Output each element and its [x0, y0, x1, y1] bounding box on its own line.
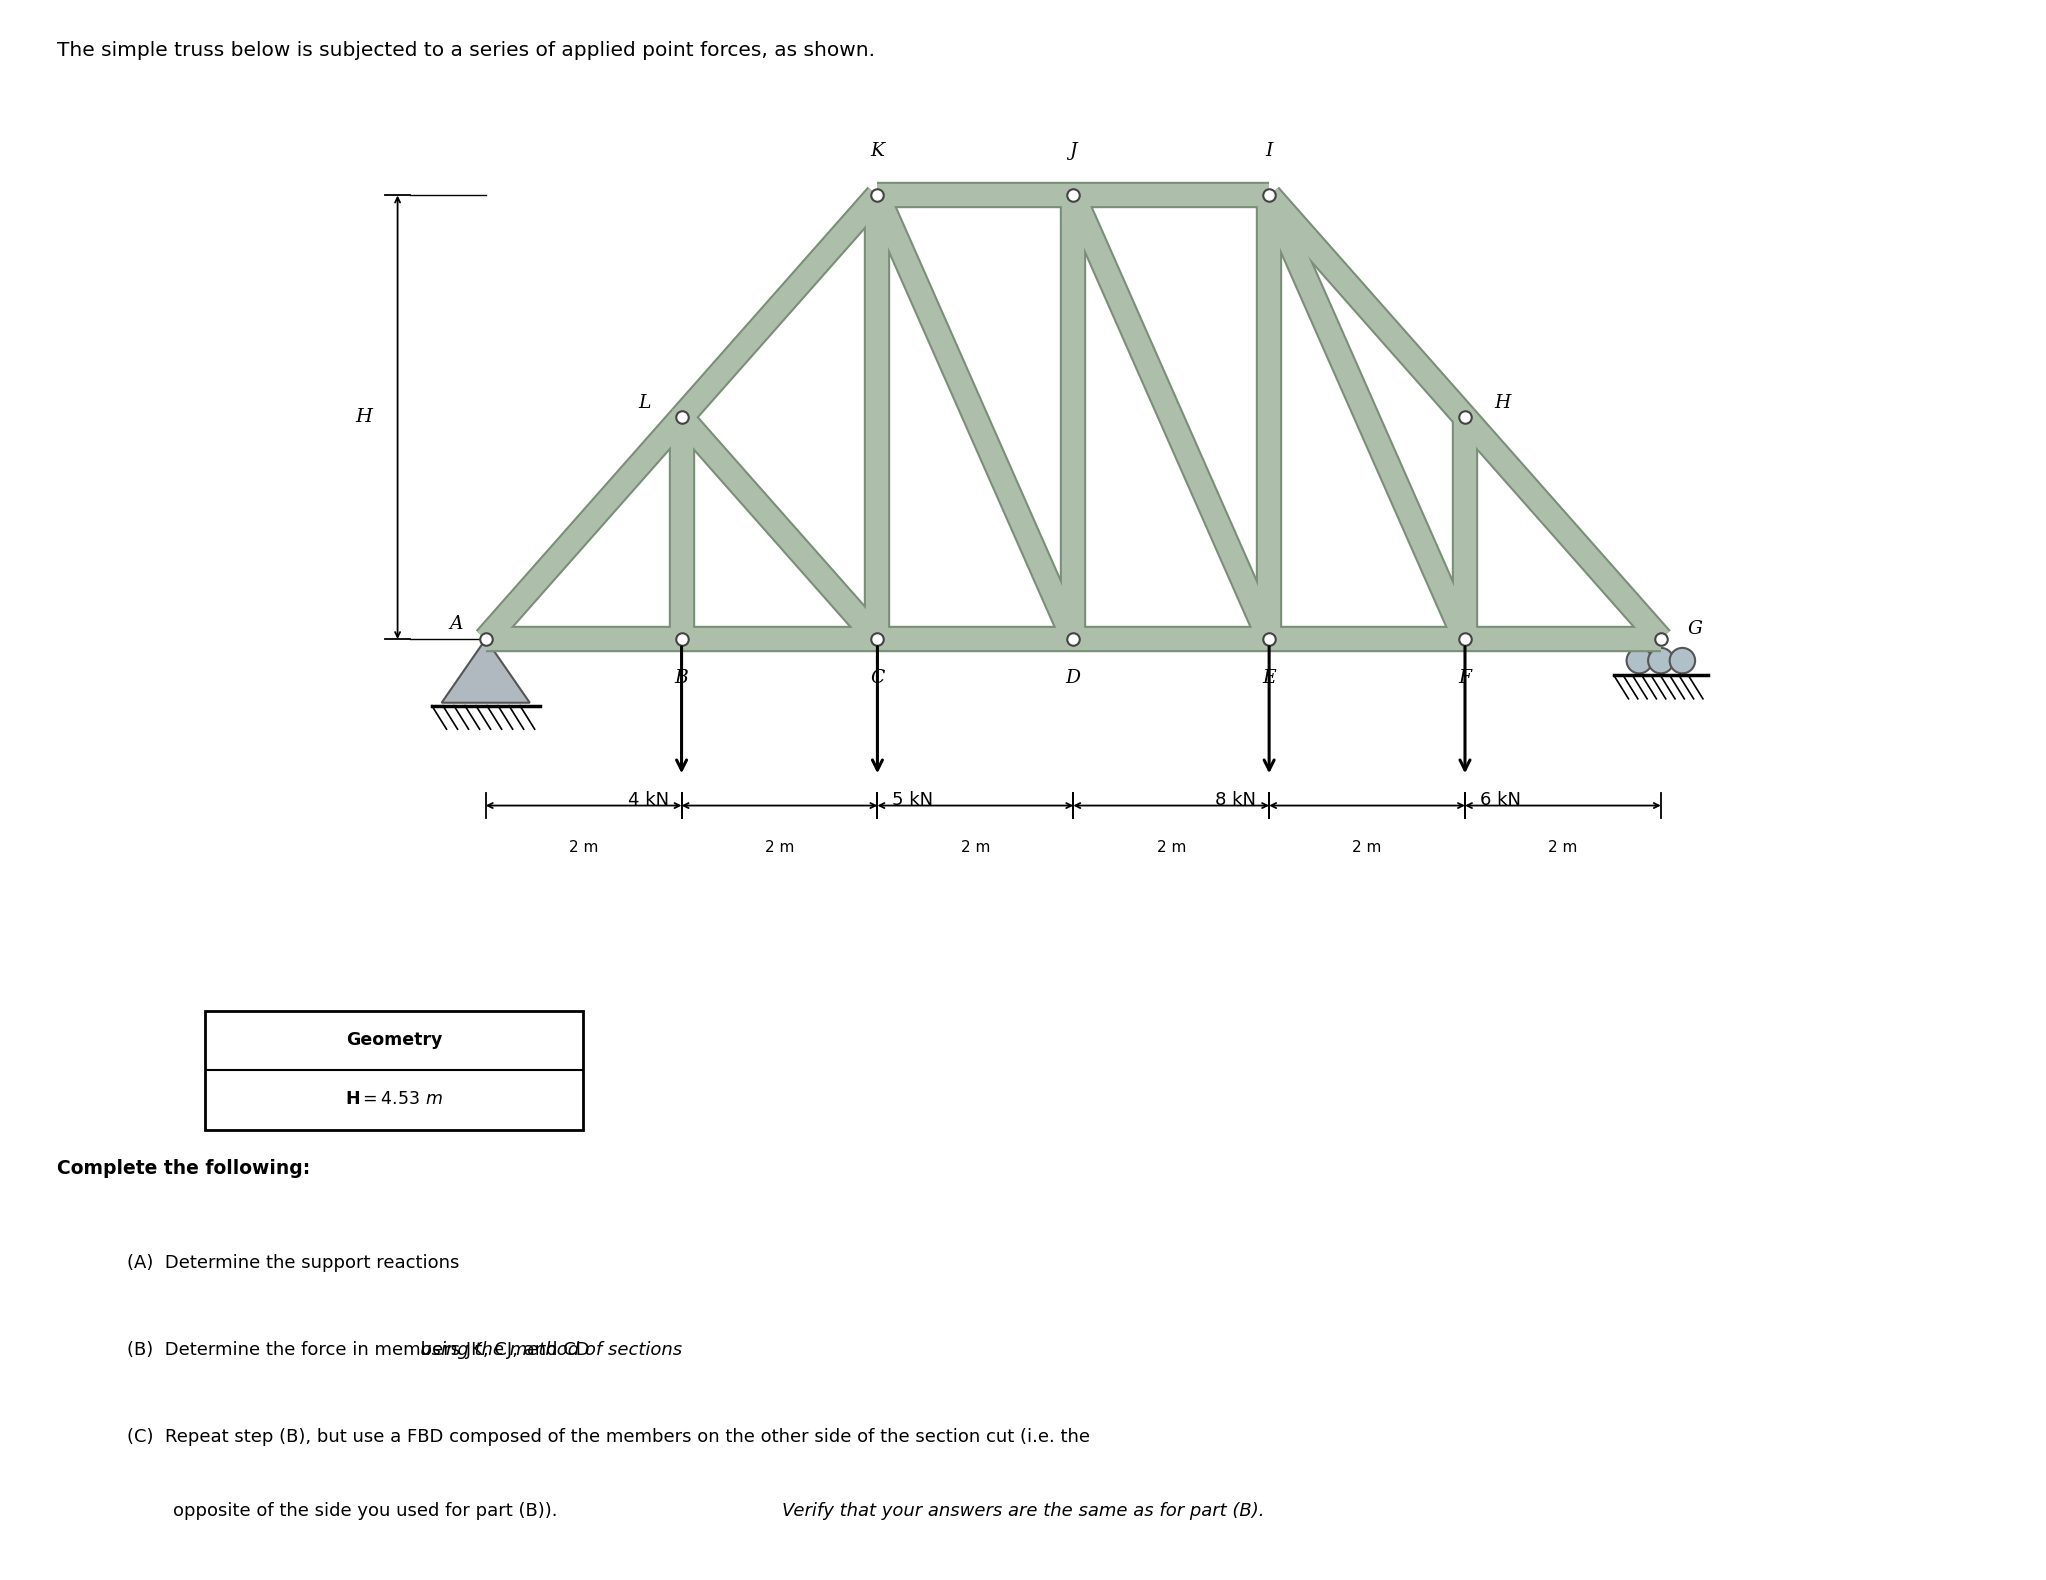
Text: D: D — [1066, 670, 1080, 687]
Text: 2 m: 2 m — [962, 841, 990, 855]
Text: 6 kN: 6 kN — [1479, 792, 1520, 809]
Text: opposite of the side you used for part (B)).: opposite of the side you used for part (… — [127, 1501, 569, 1520]
Text: 5 kN: 5 kN — [892, 792, 933, 809]
Text: using the method of sections: using the method of sections — [127, 1341, 681, 1359]
Circle shape — [1649, 648, 1674, 673]
Text: Geometry: Geometry — [346, 1030, 442, 1049]
Text: G: G — [1688, 621, 1702, 638]
Text: 2 m: 2 m — [569, 841, 597, 855]
Text: J: J — [1070, 142, 1076, 161]
Text: (A)  Determine the support reactions: (A) Determine the support reactions — [127, 1255, 458, 1272]
Text: K: K — [870, 142, 884, 161]
Circle shape — [1670, 648, 1696, 673]
Text: H: H — [1494, 393, 1510, 411]
Text: The simple truss below is subjected to a series of applied point forces, as show: The simple truss below is subjected to a… — [57, 41, 876, 60]
Circle shape — [1627, 648, 1651, 673]
Text: (C)  Repeat step (B), but use a FBD composed of the members on the other side of: (C) Repeat step (B), but use a FBD compo… — [127, 1428, 1091, 1446]
Text: Complete the following:: Complete the following: — [57, 1158, 311, 1177]
Text: 2 m: 2 m — [1156, 841, 1187, 855]
Text: (B)  Determine the force in members JK, CJ, and CD: (B) Determine the force in members JK, C… — [127, 1341, 595, 1359]
Text: B: B — [675, 670, 687, 687]
Text: 4 kN: 4 kN — [628, 792, 669, 809]
Text: 8 kN: 8 kN — [1215, 792, 1256, 809]
Text: $\mathbf{H}$$ = 4.53\ m$: $\mathbf{H}$$ = 4.53\ m$ — [346, 1090, 442, 1108]
Polygon shape — [442, 638, 530, 703]
FancyBboxPatch shape — [205, 1011, 583, 1130]
Text: Verify that your answers are the same as for part (B).: Verify that your answers are the same as… — [782, 1501, 1264, 1520]
Text: 2 m: 2 m — [765, 841, 794, 855]
Text: 2 m: 2 m — [1352, 841, 1381, 855]
Text: F: F — [1459, 670, 1471, 687]
Text: I: I — [1264, 142, 1273, 161]
Text: 2 m: 2 m — [1549, 841, 1577, 855]
Text: L: L — [638, 393, 651, 411]
Text: C: C — [870, 670, 884, 687]
Text: A: A — [450, 615, 462, 634]
Text: E: E — [1262, 670, 1277, 687]
Text: H: H — [354, 408, 372, 427]
